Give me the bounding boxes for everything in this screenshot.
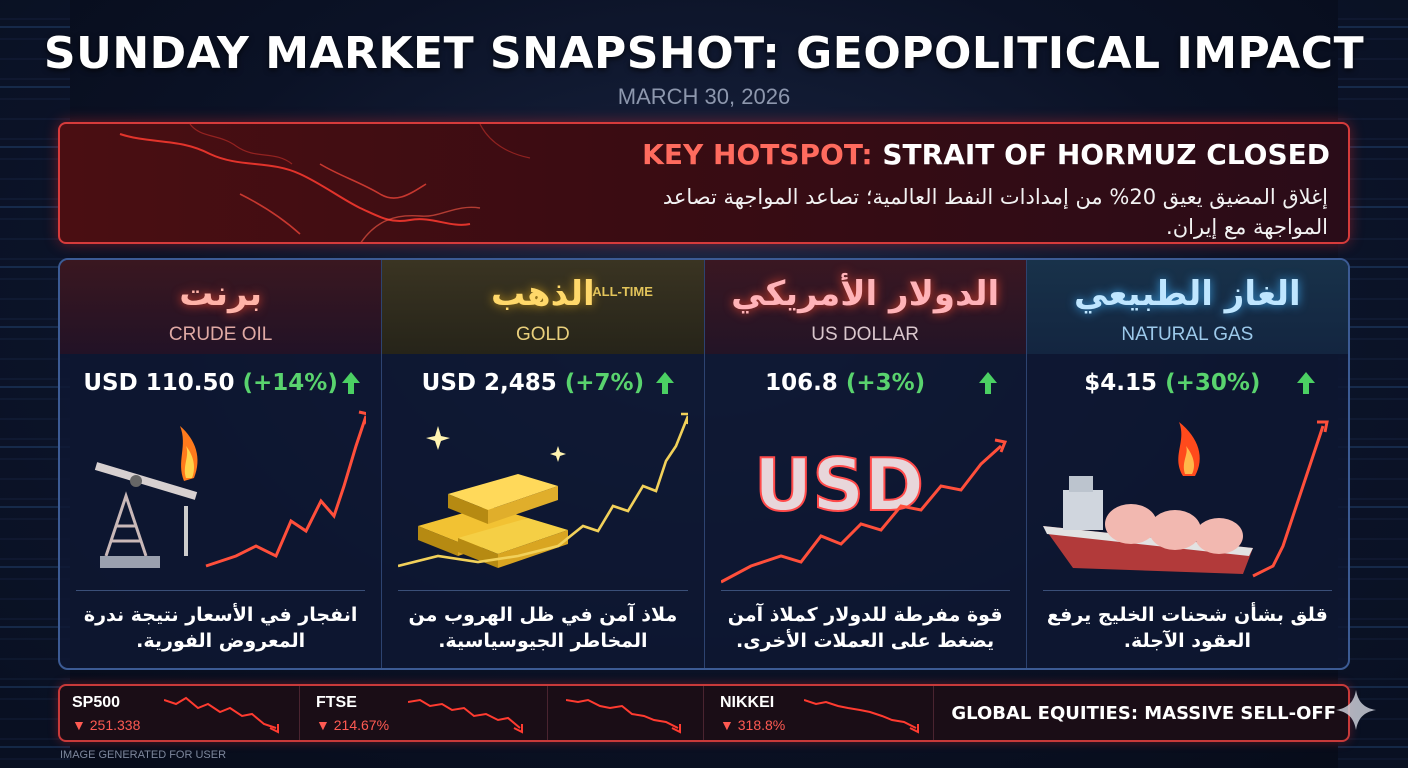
lng-tanker-chart-icon bbox=[1042, 420, 1329, 578]
card-english-name: NATURAL GAS bbox=[1121, 324, 1254, 345]
oil-pump-chart-icon bbox=[94, 410, 366, 568]
down-trend-chart-icon bbox=[804, 699, 919, 734]
price-change: (+30%) bbox=[1165, 370, 1261, 396]
card-english-name: CRUDE OIL bbox=[168, 324, 273, 345]
ticker-value: ▼ 318.8% bbox=[720, 717, 786, 733]
ticker-symbol: FTSE bbox=[316, 694, 357, 711]
usd-symbol-text: USD bbox=[753, 443, 923, 527]
price-change: (+7%) bbox=[564, 370, 645, 396]
ticker-item-nikkei: NIKKEI ▼ 318.8% bbox=[704, 686, 934, 740]
card-description: ملاذ آمن في ظل الهروب من المخاطر الجيوسي… bbox=[408, 604, 678, 652]
card-arabic-name: الغاز الطبيعي bbox=[1074, 274, 1301, 314]
page-title: SUNDAY MARKET SNAPSHOT: GEOPOLITICAL IMP… bbox=[43, 28, 1365, 79]
card-gold: الذهب GOLD USD 2,485 (+7%) ALL-TIME ملاذ… bbox=[382, 260, 705, 668]
ticker-item-sp500: SP500 ▼ 251.338 bbox=[60, 686, 300, 740]
price-change: (+14%) bbox=[242, 370, 338, 396]
ticker-item-ftse: FTSE ▼ 214.67% bbox=[300, 686, 548, 740]
price-change: (+3%) bbox=[845, 370, 926, 396]
card-divider bbox=[398, 590, 688, 591]
card-price: $4.15 (+30%) bbox=[997, 370, 1348, 396]
down-trend-chart-icon bbox=[566, 698, 681, 734]
hotspot-banner: KEY HOTSPOT: STRAIT OF HORMUZ CLOSED إغل… bbox=[58, 122, 1350, 244]
all-time-annotation: ALL-TIME bbox=[592, 284, 653, 299]
price-value: 106.8 bbox=[765, 370, 838, 396]
up-arrow-icon bbox=[342, 372, 360, 394]
down-trend-chart-icon bbox=[408, 698, 523, 734]
gold-bars-chart-icon bbox=[398, 412, 689, 568]
card-english-name: US DOLLAR bbox=[811, 324, 919, 345]
hotspot-arabic-text: إغلاق المضيق يعيق 20% من إمدادات النفط ا… bbox=[662, 185, 1328, 239]
card-natural-gas: الغاز الطبيعي NATURAL GAS $4.15 (+30%) ق… bbox=[1026, 260, 1348, 668]
footer-note: IMAGE GENERATED FOR USER bbox=[60, 749, 227, 761]
usd-chart-icon: USD bbox=[720, 438, 1007, 584]
ticker-value: ▼ 251.338 bbox=[72, 717, 141, 733]
card-divider bbox=[76, 590, 366, 591]
down-trend-chart-icon bbox=[164, 696, 279, 734]
card-arabic-name: برنت bbox=[179, 274, 262, 314]
card-price: USD 110.50 (+14%) bbox=[60, 370, 381, 396]
card-price: USD 2,485 (+7%) bbox=[362, 370, 703, 396]
card-header: الذهب GOLD bbox=[382, 260, 704, 354]
price-value: USD 2,485 bbox=[421, 370, 557, 396]
card-divider bbox=[1042, 590, 1332, 591]
card-description: انفجار في الأسعار نتيجة ندرة المعروض الف… bbox=[83, 604, 358, 652]
card-header: الغاز الطبيعي NATURAL GAS bbox=[1026, 260, 1348, 354]
card-english-name: GOLD bbox=[515, 324, 570, 345]
equities-ticker: SP500 ▼ 251.338 FTSE ▼ 214.67% NIKKEI ▼ … bbox=[58, 684, 1350, 742]
ticker-symbol: NIKKEI bbox=[720, 694, 775, 711]
up-arrow-icon bbox=[978, 372, 997, 394]
card-arabic-name: الدولار الأمريكي bbox=[731, 274, 1000, 314]
hotspot-label: KEY HOTSPOT: bbox=[642, 138, 873, 171]
page-date: MARCH 30, 2026 bbox=[617, 84, 791, 109]
price-value: $4.15 bbox=[1084, 370, 1158, 396]
card-us-dollar: الدولار الأمريكي US DOLLAR 106.8 (+3%) U… bbox=[704, 260, 1027, 668]
ticker-item-unlabeled bbox=[548, 686, 704, 740]
up-arrow-icon bbox=[656, 372, 675, 394]
card-arabic-name: الذهب bbox=[491, 274, 595, 314]
hotspot-title: KEY HOTSPOT: STRAIT OF HORMUZ CLOSED bbox=[642, 138, 1330, 171]
asset-cards-panel: برنت CRUDE OIL USD 110.50 (+14%) انفجار … bbox=[58, 258, 1350, 670]
hotspot-headline: STRAIT OF HORMUZ CLOSED bbox=[882, 138, 1330, 171]
card-header: برنت CRUDE OIL bbox=[60, 260, 382, 354]
sparkle-icon bbox=[1336, 690, 1376, 730]
price-value: USD 110.50 bbox=[83, 370, 235, 396]
ticker-message: GLOBAL EQUITIES: MASSIVE SELL-OFF bbox=[951, 702, 1336, 724]
card-crude-oil: برنت CRUDE OIL USD 110.50 (+14%) انفجار … bbox=[60, 260, 383, 668]
up-arrow-icon bbox=[1296, 372, 1315, 394]
card-description: قوة مفرطة للدولار كملاذ آمن يضغط على الع… bbox=[727, 604, 1003, 652]
ticker-value: ▼ 214.67% bbox=[316, 717, 390, 733]
card-header: الدولار الأمريكي US DOLLAR bbox=[704, 260, 1026, 354]
gulf-map-icon bbox=[119, 124, 531, 242]
card-price: 106.8 (+3%) bbox=[665, 370, 1026, 396]
ticker-symbol: SP500 bbox=[72, 694, 121, 711]
card-description: قلق بشأن شحنات الخليج يرفع العقود الآجلة… bbox=[1046, 604, 1328, 652]
card-divider bbox=[720, 590, 1010, 591]
